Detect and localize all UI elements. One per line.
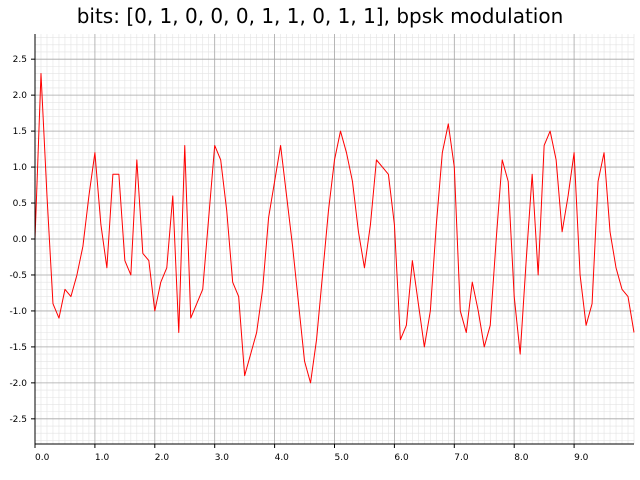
y-tick-label: 2.5 bbox=[13, 55, 27, 65]
x-tick-label: 1.0 bbox=[95, 453, 110, 463]
y-tick-label: 0.5 bbox=[13, 199, 27, 209]
major-grid bbox=[34, 34, 634, 444]
tick-layer: 0.0 1.0 2.0 3.0 4.0 5.0 6.0 7.0 8.0 9.0 2.5 2.0 1.5 1… bbox=[9, 55, 588, 463]
x-tick-label: 9.0 bbox=[574, 453, 589, 463]
x-tick-label: 4.0 bbox=[275, 453, 290, 463]
x-tick-label: 0.0 bbox=[35, 453, 50, 463]
y-tick-label: -1.0 bbox=[9, 307, 27, 317]
series-layer bbox=[34, 73, 635, 384]
y-tick-label: 1.5 bbox=[13, 127, 27, 137]
y-tick-label: 0.0 bbox=[13, 235, 28, 245]
x-tick-label: 3.0 bbox=[215, 453, 230, 463]
y-tick-label: -1.5 bbox=[9, 343, 27, 353]
series-line-0 bbox=[34, 73, 635, 384]
y-tick-label: -2.0 bbox=[9, 379, 27, 389]
chart-title: bits: [0, 1, 0, 0, 0, 1, 1, 0, 1, 1], bp… bbox=[76, 4, 564, 28]
y-tick-label: -2.5 bbox=[9, 415, 27, 425]
x-tick-label: 6.0 bbox=[394, 453, 409, 463]
x-tick-label: 5.0 bbox=[335, 453, 350, 463]
x-tick-label: 2.0 bbox=[155, 453, 170, 463]
x-tick-label: 7.0 bbox=[454, 453, 469, 463]
y-tick-label: -0.5 bbox=[9, 271, 27, 281]
y-tick-label: 2.0 bbox=[13, 91, 28, 101]
x-tick-label: 8.0 bbox=[514, 453, 529, 463]
y-tick-label: 1.0 bbox=[13, 163, 28, 173]
